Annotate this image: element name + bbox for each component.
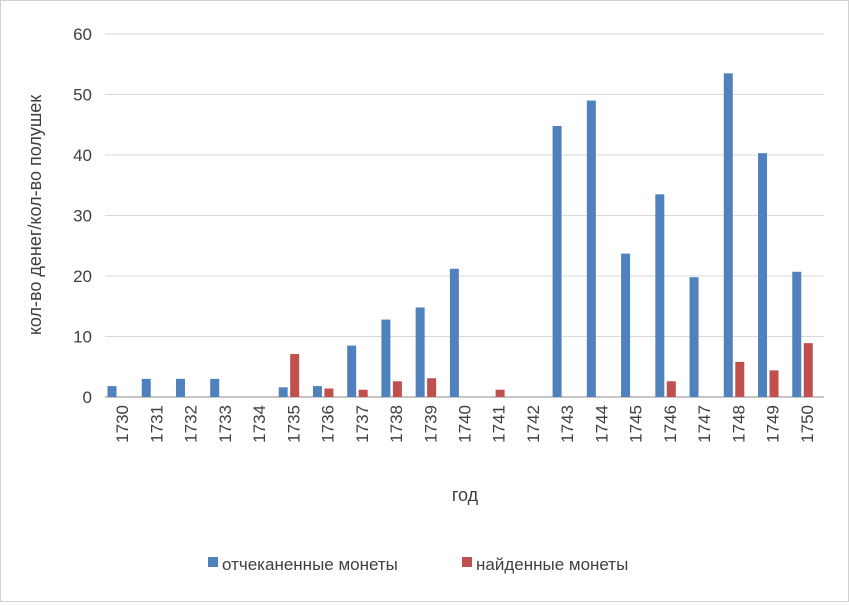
x-tick-label: 1745: [627, 405, 646, 443]
bar: [586, 100, 596, 398]
y-tick-label: 10: [73, 328, 92, 347]
legend-swatch: [462, 557, 472, 567]
bar: [141, 378, 151, 397]
bar: [175, 378, 185, 397]
x-tick-label: 1738: [387, 405, 406, 443]
x-tick-label: 1737: [353, 405, 372, 443]
legend: отчеканенные монеты найденные монеты: [208, 555, 628, 574]
bar: [381, 319, 391, 397]
x-tick-label: 1733: [216, 405, 235, 443]
bar: [792, 271, 802, 397]
gridlines: [105, 33, 824, 398]
bar: [278, 387, 288, 397]
y-tick-label: 50: [73, 86, 92, 105]
y-tick-label: 30: [73, 207, 92, 226]
legend-swatch: [208, 557, 218, 567]
bar: [552, 125, 562, 398]
legend-label: отчеканенные монеты: [222, 555, 398, 574]
y-tick-label: 0: [83, 388, 92, 407]
bar: [689, 277, 699, 397]
x-tick-label: 1748: [729, 405, 748, 443]
y-tick-label: 20: [73, 267, 92, 286]
bar: [758, 153, 768, 397]
x-tick-label: 1743: [558, 405, 577, 443]
x-tick-label: 1747: [695, 405, 714, 443]
x-tick-label: 1734: [250, 405, 269, 443]
x-axis-label: год: [452, 485, 479, 505]
x-tick-label: 1736: [319, 405, 338, 443]
x-tick-label: 1739: [421, 405, 440, 443]
bar: [735, 361, 745, 397]
x-tick-label: 1750: [798, 405, 817, 443]
bar: [803, 343, 813, 397]
bar: [392, 381, 402, 397]
bar: [449, 268, 459, 397]
bar: [769, 370, 779, 397]
y-axis-ticks: 0 10 20 30 40 50 60: [73, 25, 92, 407]
x-tick-label: 1740: [456, 405, 475, 443]
bar: [666, 381, 676, 397]
bar: [655, 194, 665, 397]
x-tick-label: 1742: [524, 405, 543, 443]
y-axis-label: кол-во денег/кол-во полушек: [25, 95, 45, 335]
legend-label: найденные монеты: [476, 555, 628, 574]
bar: [290, 354, 300, 397]
bar: [312, 386, 322, 397]
y-tick-label: 40: [73, 146, 92, 165]
x-tick-label: 1731: [147, 405, 166, 443]
x-tick-label: 1732: [182, 405, 201, 443]
x-tick-label: 1741: [490, 405, 509, 443]
x-tick-label: 1730: [113, 405, 132, 443]
bars: [107, 73, 813, 398]
bar: [107, 386, 117, 397]
x-axis-ticks: 1730 1731 1732 1733 1734 1735 1736 1737 1738 1739…: [113, 405, 817, 443]
bar: [621, 253, 631, 397]
bar: [427, 378, 437, 397]
bar: [347, 345, 357, 397]
bar: [723, 73, 733, 397]
bar: [358, 389, 368, 397]
x-tick-label: 1749: [764, 405, 783, 443]
bar: [415, 307, 425, 397]
bar: [495, 389, 505, 397]
bar: [210, 378, 220, 397]
y-tick-label: 60: [73, 25, 92, 44]
x-tick-label: 1746: [661, 405, 680, 443]
x-tick-label: 1735: [284, 405, 303, 443]
bar: [324, 388, 334, 397]
x-tick-label: 1744: [592, 405, 611, 443]
